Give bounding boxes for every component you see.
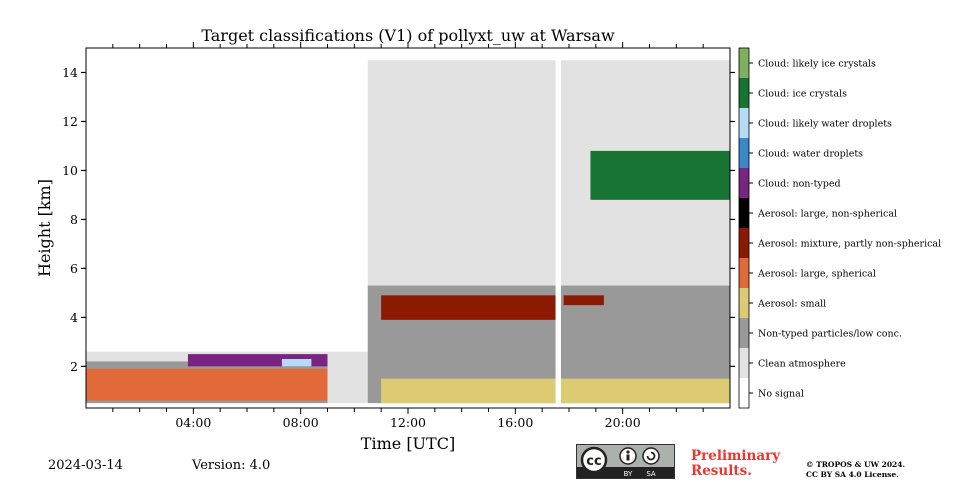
legend-swatch-4 — [739, 258, 749, 288]
cc-icon-text: cc — [586, 454, 601, 469]
preliminary-line-2: Results. — [691, 463, 752, 479]
legend-swatch-6 — [739, 198, 749, 228]
by-label: BY — [624, 470, 633, 478]
legend-label-2: Non-typed particles/low conc. — [758, 329, 902, 340]
legend-label-4: Aerosol: large, spherical — [757, 269, 876, 280]
data-gap — [555, 48, 561, 408]
legend-swatch-1 — [739, 348, 749, 378]
legend-label-11: Cloud: likely ice crystals — [758, 59, 876, 70]
legend-swatch-8 — [739, 138, 749, 168]
legend-swatch-2 — [739, 318, 749, 348]
x-tick-label: 12:00 — [390, 415, 426, 430]
footer-date: 2024-03-14 — [48, 458, 123, 473]
share-alike-icon — [642, 447, 660, 465]
legend-label-7: Cloud: non-typed — [758, 179, 841, 190]
y-axis-label: Height [km] — [35, 179, 54, 277]
x-axis-label: Time [UTC] — [361, 434, 455, 453]
sa-label: SA — [646, 470, 656, 478]
feature-10 — [590, 150, 730, 200]
legend-label-3: Aerosol: small — [757, 299, 826, 310]
legend-swatch-5 — [739, 228, 749, 258]
preliminary-line-1: Preliminary — [691, 448, 781, 464]
chart-title: Target classifications (V1) of pollyxt_u… — [201, 26, 615, 45]
x-tick-label: 20:00 — [605, 415, 641, 430]
legend-swatch-11 — [739, 48, 749, 78]
copyright-line-2: CC BY SA 4.0 License. — [806, 470, 899, 479]
legend-label-8: Cloud: water droplets — [758, 149, 863, 160]
feature-8 — [381, 295, 556, 320]
y-tick-label: 2 — [70, 359, 78, 374]
y-tick-label: 6 — [70, 261, 78, 276]
legend-frame — [738, 47, 750, 409]
legend-label-5: Aerosol: mixture, partly non-spherical — [757, 239, 941, 250]
x-tick-label: 04:00 — [175, 415, 211, 430]
legend-swatch-9 — [739, 108, 749, 138]
legend-swatch-0 — [739, 378, 749, 408]
y-tick-label: 14 — [62, 65, 78, 80]
feature-9 — [563, 295, 604, 306]
footer-version: Version: 4.0 — [192, 458, 271, 473]
feature-2 — [86, 368, 328, 401]
y-tick-label: 10 — [62, 163, 78, 178]
y-tick-label: 4 — [70, 310, 78, 325]
legend-swatch-7 — [739, 168, 749, 198]
y-tick-label: 8 — [70, 212, 78, 227]
legend-label-10: Cloud: ice crystals — [758, 89, 847, 100]
legend-label-6: Aerosol: large, non-spherical — [757, 209, 897, 220]
cc-license-badge: cc BY SA — [576, 444, 675, 479]
cc-icon — [580, 446, 608, 474]
legend-label-9: Cloud: likely water droplets — [758, 119, 892, 130]
y-tick-label: 12 — [62, 114, 78, 129]
legend-swatch-10 — [739, 78, 749, 108]
feature-4 — [281, 359, 312, 367]
legend-label-0: No signal — [758, 389, 804, 400]
legend-label-1: Clean atmosphere — [758, 359, 846, 370]
legend-swatch-3 — [739, 288, 749, 318]
x-tick-label: 16:00 — [497, 415, 533, 430]
copyright-notice: © TROPOS & UW 2024. CC BY SA 4.0 License… — [806, 460, 905, 480]
copyright-line-1: © TROPOS & UW 2024. — [806, 460, 906, 469]
preliminary-notice: Preliminary Results. — [691, 449, 780, 479]
x-tick-label: 08:00 — [283, 415, 319, 430]
